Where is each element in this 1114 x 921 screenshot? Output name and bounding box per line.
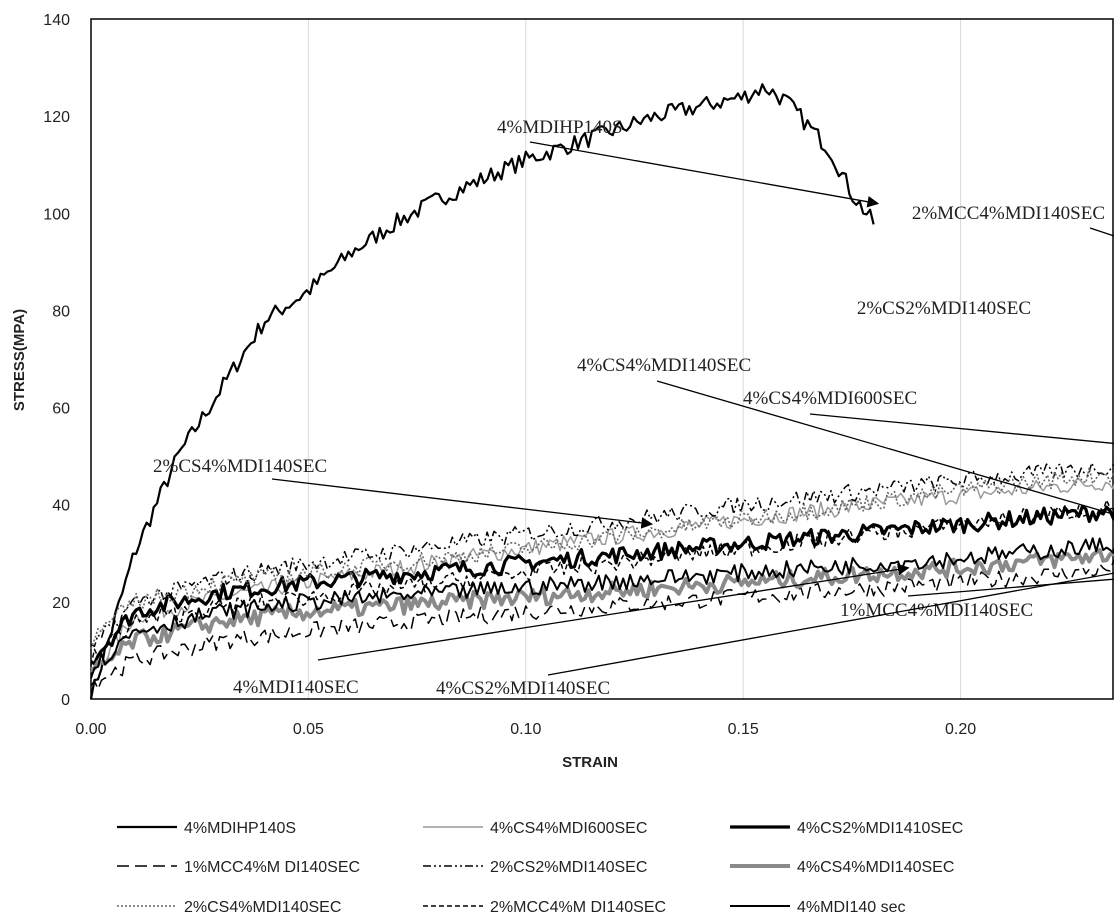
annotation-arrow [547, 572, 1114, 676]
legend-label: 4%CS4%MDI600SEC [490, 820, 647, 837]
y-tick-label: 140 [43, 12, 70, 29]
y-tick-label: 120 [43, 109, 70, 126]
annotation-arrow [271, 478, 654, 529]
annotation-label: 4%MDIHP140S [497, 117, 623, 138]
series-lines [89, 83, 1114, 700]
annotation-label: 4%CS2%MDI140SEC [436, 678, 610, 699]
y-tick-label: 80 [52, 303, 70, 320]
annotation-arrow [809, 413, 1114, 445]
legend-label: 4%CS2%MDI1410SEC [797, 820, 963, 837]
series-line [90, 466, 1114, 650]
y-tick-labels: 0 20 40 60 80 100 120 140 [43, 12, 70, 709]
series-line [90, 504, 1114, 666]
vertical-gridlines [307, 19, 962, 699]
series-line [89, 83, 875, 700]
legend-label: 4%CS4%MDI140SEC [797, 859, 954, 876]
legend-label: 2%CS4%MDI140SEC [184, 899, 341, 916]
annotation-label: 4%CS4%MDI600SEC [743, 388, 917, 409]
annotation-arrow [907, 578, 1114, 597]
series-line [90, 537, 1114, 679]
annotation-arrow [317, 563, 910, 661]
annotation-label: 2%CS2%MDI140SEC [857, 298, 1031, 319]
legend-label: 2%MCC4%M DI140SEC [490, 899, 666, 916]
annotation-label: 1%MCC4%MDI140SEC [840, 600, 1033, 621]
y-tick-label: 60 [52, 401, 70, 418]
x-axis-title: STRAIN [562, 754, 618, 771]
x-tick-label: 0.10 [510, 721, 541, 738]
legend-label: 1%MCC4%M DI140SEC [184, 859, 360, 876]
legend-label: 2%CS2%MDI140SEC [490, 859, 647, 876]
y-tick-label: 20 [52, 595, 70, 612]
annotation-label: 4%CS4%MDI140SEC [577, 355, 751, 376]
series-line [90, 462, 1114, 648]
legend-label: 4%MDIHP140S [184, 820, 296, 837]
series-line [90, 559, 1114, 691]
annotation-label: 4%MDI140SEC [233, 677, 359, 698]
annotation-arrow [656, 380, 1114, 516]
x-tick-label: 0.20 [945, 721, 976, 738]
y-axis-title: STRESS(MPA) [11, 309, 28, 411]
x-tick-label: 0.05 [293, 721, 324, 738]
y-tick-label: 0 [61, 692, 70, 709]
plot-area-frame [90, 18, 1114, 700]
annotation-arrow [529, 141, 880, 208]
legend-label: 4%MDI140 sec [797, 899, 906, 916]
annotations: 4%MDIHP140S 2%MCC4%MDI140SEC 2%CS2%MDI140S… [153, 117, 1114, 699]
x-tick-labels: 0.000.050.100.150.200.250.300.350.400.45 [75, 721, 976, 738]
y-tick-label: 100 [43, 206, 70, 223]
x-tick-label: 0.15 [728, 721, 759, 738]
x-tick-label: 0.00 [75, 721, 106, 738]
legend: 4%MDIHP140S 4%CS4%MDI600SEC 4%CS2%MDI1410S… [117, 820, 963, 916]
y-tick-label: 40 [52, 498, 70, 515]
annotation-label: 2%MCC4%MDI140SEC [912, 203, 1105, 224]
series-line [90, 499, 1114, 666]
annotation-label: 2%CS4%MDI140SEC [153, 456, 327, 477]
series-line [90, 477, 1114, 673]
